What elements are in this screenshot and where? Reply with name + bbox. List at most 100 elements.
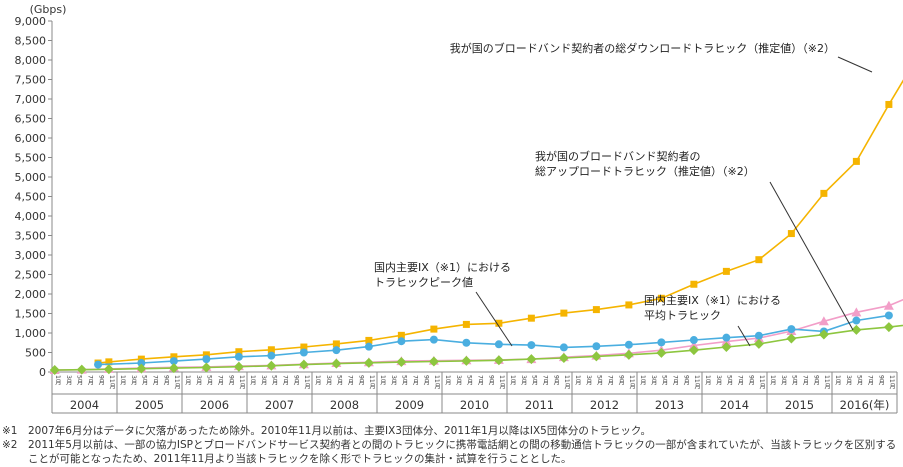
download-series-point <box>332 340 340 348</box>
peak-series-point <box>787 325 796 334</box>
year-label: 2009 <box>395 398 424 412</box>
average-series-point <box>526 354 537 365</box>
month-tick-label: 11月 <box>758 375 765 390</box>
month-tick-label: 5月 <box>726 375 733 386</box>
month-tick-label: 9月 <box>487 375 494 386</box>
download-series-point <box>592 306 600 314</box>
month-tick-label: 3月 <box>390 375 397 386</box>
download-series-point <box>105 358 113 366</box>
y-tick-label: 2,500 <box>15 269 47 282</box>
y-tick-label: 6,500 <box>15 113 47 126</box>
month-tick-label: 3月 <box>455 375 462 386</box>
upload-series-point <box>851 307 862 317</box>
month-tick-label: 7月 <box>151 375 158 386</box>
month-tick-label: 7月 <box>216 375 223 386</box>
month-tick-label: 3月 <box>520 375 527 386</box>
month-tick-label: 9月 <box>357 375 364 386</box>
month-tick-label: 3月 <box>845 375 852 386</box>
peak-series-point <box>169 357 178 366</box>
traffic-chart: 0 500 1,000 1,500 2,000 2,500 3,000 3,500 4,000 4… <box>15 3 903 414</box>
average-series-point <box>558 352 569 363</box>
month-tick-label: 5月 <box>336 375 343 386</box>
average-series-point <box>883 322 894 333</box>
month-tick-label: 7月 <box>866 375 873 386</box>
month-tick-label: 11月 <box>888 375 895 390</box>
average-series-point <box>461 355 472 366</box>
month-tick-label: 3月 <box>130 375 137 386</box>
peak-series-point <box>202 355 211 364</box>
year-label: 2016(年) <box>840 398 890 412</box>
month-tick-label: 9月 <box>227 375 234 386</box>
month-tick-label: 11月 <box>173 375 180 390</box>
month-tick-label: 5月 <box>856 375 863 386</box>
y-tick-label: 3,500 <box>15 230 47 243</box>
month-tick-label: 11月 <box>563 375 570 390</box>
annotation-download-leader <box>837 56 873 73</box>
average-series-point <box>786 333 797 344</box>
footnotes: ※1 2007年6月分はデータに欠落があったため除外。2010年11月以前は、主… <box>0 424 903 466</box>
annotation-upload-leader <box>769 181 854 331</box>
download-series-point <box>722 267 730 275</box>
download-series-point <box>527 314 535 322</box>
month-tick-label: 9月 <box>552 375 559 386</box>
month-tick-label: 1月 <box>314 375 321 386</box>
annotation-download: 我が国のブロードバンド契約者の総ダウンロードトラヒック（推定値）（※2） <box>450 41 835 55</box>
average-series-point <box>818 329 829 340</box>
download-series-point <box>365 336 373 344</box>
y-tick-label: 3,000 <box>15 249 47 262</box>
peak-series-point <box>494 340 503 349</box>
month-tick-label: 3月 <box>650 375 657 386</box>
footnote-mark: ※1 <box>2 425 18 437</box>
month-tick-label: 9月 <box>617 375 624 386</box>
year-label: 2007 <box>265 398 294 412</box>
peak-series-point <box>267 351 276 360</box>
annotation-peak: トラヒックピーク値 <box>374 276 473 289</box>
download-series-point <box>657 294 665 302</box>
month-tick-label: 5月 <box>206 375 213 386</box>
average-series-point <box>396 357 407 368</box>
download-series-point <box>462 320 470 328</box>
annotation-peak-leader <box>475 291 513 347</box>
month-tick-label: 11月 <box>108 375 115 390</box>
month-tick-label: 3月 <box>65 375 72 386</box>
upload-series-point <box>688 340 699 350</box>
annotation-upload: 総アップロードトラヒック（推定値）（※2） <box>535 164 755 178</box>
month-tick-label: 1月 <box>574 375 581 386</box>
year-label: 2004 <box>70 398 99 412</box>
annotation-peak: 国内主要IX（※1）における <box>374 260 511 274</box>
peak-series-point <box>364 342 373 351</box>
average-series-point <box>233 361 244 372</box>
month-tick-label: 11月 <box>498 375 505 390</box>
month-tick-label: 3月 <box>715 375 722 386</box>
month-tick-label: 7月 <box>411 375 418 386</box>
month-tick-label: 11月 <box>238 375 245 390</box>
footnote-text: 2011年5月以前は、一部の協力ISPとブロードバンドサービス契約者との間のトラ… <box>28 439 897 465</box>
year-label: 2005 <box>135 398 164 412</box>
month-tick-label: 11月 <box>693 375 700 390</box>
y-tick-label: 8,000 <box>15 54 47 67</box>
footnote-2: ※2 2011年5月以前は、一部の協力ISPとブロードバンドサービス契約者との間… <box>0 438 903 466</box>
upload-series-point <box>883 300 894 310</box>
year-label: 2014 <box>720 398 749 412</box>
month-tick-label: 7月 <box>606 375 613 386</box>
footnote-mark: ※2 <box>2 439 18 451</box>
year-label: 2013 <box>655 398 684 412</box>
download-series-point <box>755 256 763 264</box>
download-series-point <box>852 157 860 165</box>
peak-series-point <box>624 340 633 349</box>
average-series-point <box>136 363 147 374</box>
month-tick-label: 5月 <box>401 375 408 386</box>
average-series-point <box>591 351 602 362</box>
average-series-point <box>851 324 862 335</box>
download-series-point <box>300 343 308 351</box>
average-series-point <box>298 359 309 370</box>
y-tick-label: 8,500 <box>15 35 47 48</box>
peak-series-point <box>657 338 666 347</box>
month-tick-label: 7月 <box>86 375 93 386</box>
month-tick-label: 9月 <box>682 375 689 386</box>
month-tick-label: 9月 <box>877 375 884 386</box>
y-tick-label: 2,000 <box>15 288 47 301</box>
download-series-point <box>397 331 405 339</box>
average-series-point <box>49 365 60 376</box>
month-tick-label: 1月 <box>379 375 386 386</box>
